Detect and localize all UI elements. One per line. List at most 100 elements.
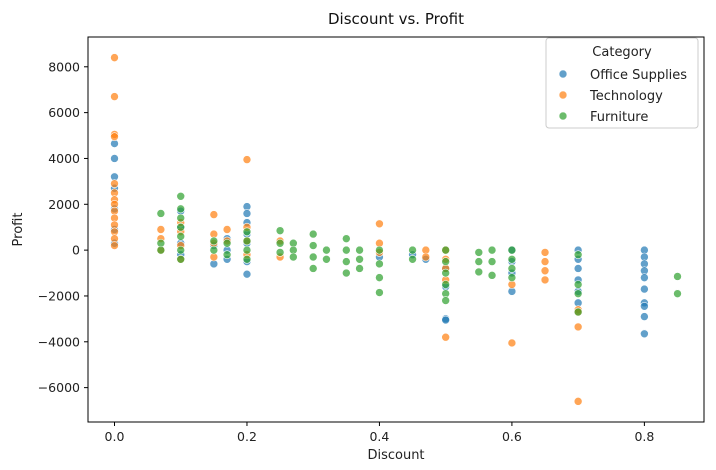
legend-marker — [558, 69, 568, 79]
data-point — [474, 248, 484, 257]
series-office-supplies — [110, 139, 649, 339]
data-point — [573, 280, 583, 289]
x-axis-title: Discount — [367, 448, 424, 463]
legend-marker — [558, 90, 568, 100]
data-point — [441, 257, 450, 266]
data-point — [375, 273, 384, 282]
data-point — [441, 315, 450, 325]
legend-marker — [558, 111, 568, 121]
data-point — [275, 226, 285, 235]
data-point — [640, 273, 649, 282]
data-point — [640, 284, 649, 294]
data-point — [308, 264, 318, 273]
data-point — [441, 332, 450, 342]
data-point — [308, 241, 318, 250]
data-point — [110, 241, 119, 250]
y-axis-title: Profit — [11, 213, 26, 247]
data-point — [441, 245, 450, 255]
y-tick-label: 4000 — [48, 151, 80, 166]
data-point — [573, 397, 583, 406]
data-point — [342, 257, 351, 266]
data-point — [573, 322, 583, 332]
data-point — [375, 288, 384, 297]
data-point — [275, 248, 285, 257]
data-point — [375, 259, 384, 269]
data-point — [673, 289, 682, 298]
data-point — [507, 245, 517, 255]
data-point — [507, 338, 517, 348]
data-point — [342, 268, 351, 278]
data-point — [355, 245, 364, 255]
y-tick-label: 6000 — [48, 105, 80, 120]
data-point — [176, 232, 186, 241]
data-point — [673, 272, 682, 281]
data-point — [242, 254, 252, 264]
data-point — [540, 257, 550, 266]
data-point — [156, 225, 166, 234]
data-point — [375, 219, 384, 229]
data-point — [355, 264, 364, 273]
data-point — [573, 264, 583, 273]
legend-entry: Technology — [589, 89, 663, 104]
data-point — [222, 238, 232, 248]
data-point — [342, 245, 351, 255]
data-point — [176, 245, 186, 255]
y-axis: −6000 −4000 −2000 0 2000 4000 6000 8000 — [38, 59, 88, 395]
data-point — [474, 257, 484, 266]
data-point — [222, 250, 232, 260]
data-point — [355, 254, 364, 264]
data-point — [289, 252, 298, 262]
data-point — [242, 269, 252, 279]
data-point — [242, 209, 252, 218]
data-point — [209, 236, 219, 246]
data-point — [156, 245, 166, 255]
data-point — [110, 179, 119, 188]
x-tick-label: 0.6 — [502, 429, 522, 444]
data-point — [242, 227, 252, 237]
legend-title: Category — [592, 45, 652, 60]
data-point — [308, 252, 318, 262]
data-point — [176, 204, 186, 214]
data-point — [408, 245, 417, 255]
data-point — [322, 245, 331, 255]
x-tick-label: 0.0 — [105, 429, 125, 444]
data-point — [474, 267, 484, 277]
data-point — [242, 155, 252, 164]
data-point — [342, 234, 351, 243]
data-point — [441, 268, 450, 278]
data-point — [487, 271, 497, 280]
y-tick-label: 0 — [72, 243, 80, 258]
data-points — [110, 53, 682, 406]
data-point — [176, 191, 186, 201]
data-point — [375, 245, 384, 255]
y-tick-label: −4000 — [38, 334, 80, 349]
data-point — [441, 296, 450, 305]
data-point — [640, 329, 649, 339]
data-point — [640, 301, 649, 311]
data-point — [176, 213, 186, 223]
y-tick-label: 8000 — [48, 59, 80, 74]
data-point — [487, 245, 497, 255]
data-point — [176, 222, 186, 232]
data-point — [540, 275, 550, 285]
data-point — [540, 248, 550, 257]
y-tick-label: 2000 — [48, 197, 80, 212]
data-point — [441, 280, 450, 289]
data-point — [573, 250, 583, 260]
data-point — [540, 266, 550, 276]
x-tick-label: 0.2 — [237, 429, 257, 444]
plot-frame — [87, 36, 705, 423]
data-point — [242, 236, 252, 246]
data-point — [507, 254, 517, 264]
legend-entry: Furniture — [590, 110, 648, 125]
data-point — [110, 154, 119, 163]
data-point — [487, 257, 497, 266]
x-axis: 0.0 0.2 0.4 0.6 0.8 — [105, 422, 654, 444]
x-tick-label: 0.8 — [634, 429, 654, 444]
data-point — [222, 225, 232, 234]
data-point — [209, 245, 219, 255]
data-point — [573, 289, 583, 298]
data-point — [421, 252, 431, 262]
chart-title: Discount vs. Profit — [328, 10, 464, 28]
